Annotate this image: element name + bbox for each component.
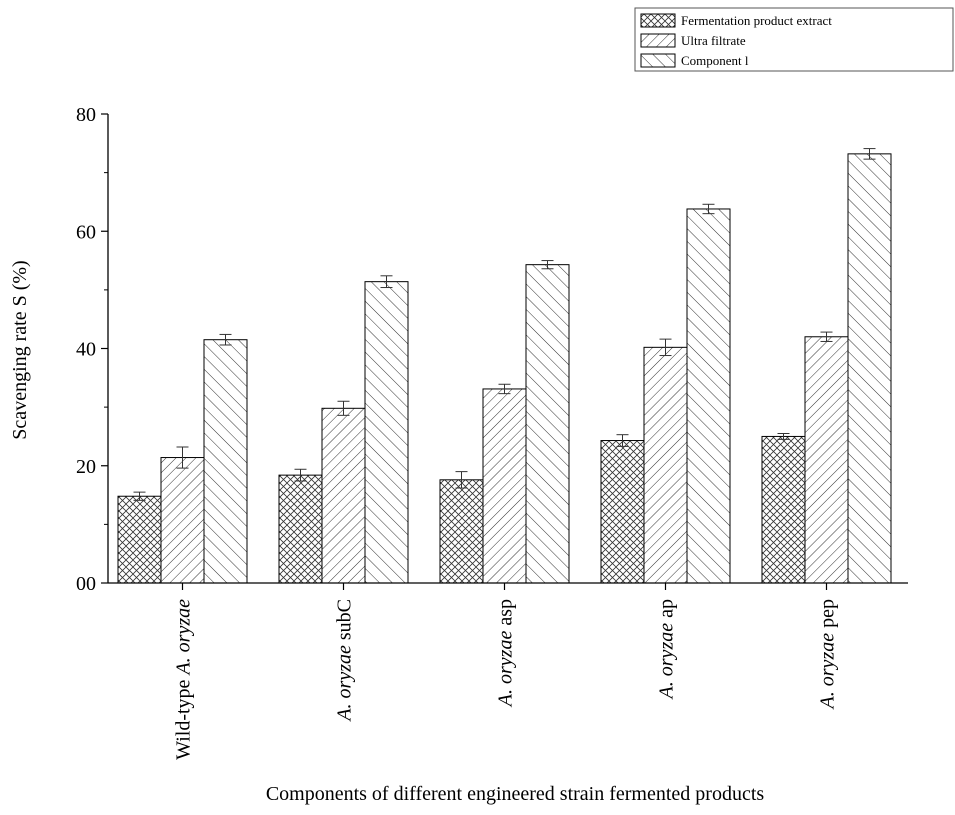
bar [643,346,688,584]
legend-swatch [640,33,676,48]
legend-swatch [640,53,676,68]
x-tick-label: A. oryzae subC [334,599,356,723]
bar [439,479,484,584]
bar [525,264,570,584]
bar [321,407,366,584]
x-tick-label: Wild-type A. oryzae [173,599,195,760]
axes-layer: 00 20 40 60 80 Wild-type A. oryzae A. oryzae s… [76,104,908,760]
bar [804,336,849,584]
bar [600,440,645,584]
bars-layer [117,148,892,584]
y-axis-title: Scavenging rate S (%) [9,260,31,439]
legend-label: Fermentation product extract [681,13,832,28]
bar [847,153,892,584]
x-tick-label: A. oryzae asp [495,599,517,708]
y-tick-label: 40 [76,339,96,361]
bar [203,339,248,584]
y-tick-label: 60 [76,221,96,243]
x-axis-title: Components of different engineered strai… [266,783,765,805]
bar [160,457,205,584]
y-tick-label: 00 [76,573,96,595]
y-tick-label: 80 [76,104,96,126]
bar [761,435,806,584]
bar [278,474,323,584]
legend-frame [634,7,954,72]
bar [482,388,527,584]
legend-label: Component l [681,53,749,68]
x-tick-label: A. oryzae pep [817,599,839,710]
x-tick-label: A. oryzae ap [656,599,678,700]
y-tick-label: 20 [76,456,96,478]
bar [117,495,162,584]
legend-label: Ultra filtrate [681,33,746,48]
bar [686,208,731,584]
legend-swatch [640,13,676,28]
bar [364,281,409,584]
legend: Fermentation product extract Ultra filtra… [634,7,954,72]
